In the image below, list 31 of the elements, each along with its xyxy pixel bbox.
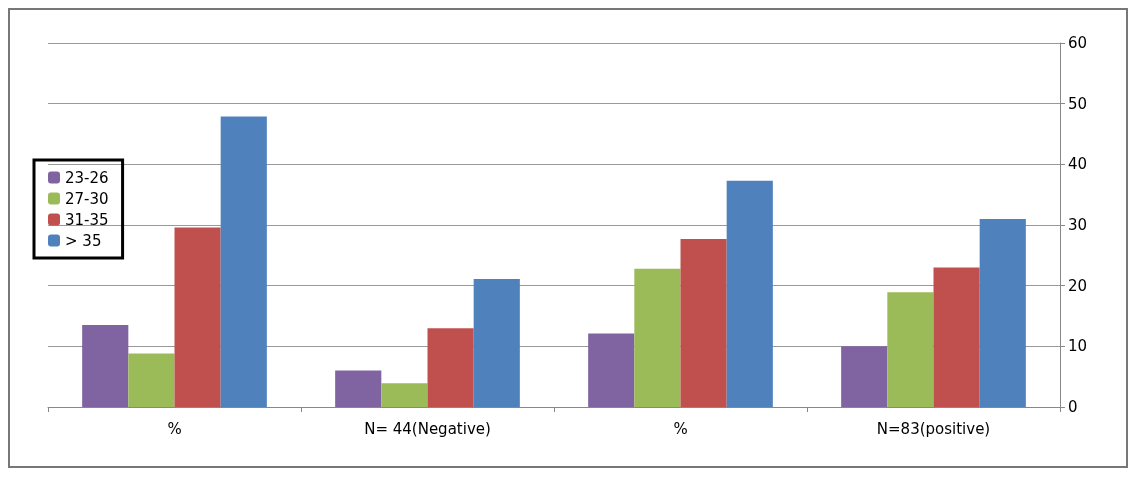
y-tick-label: 10 [1068,337,1088,356]
legend-label: > 35 [65,231,102,250]
bar [634,268,681,407]
bar [841,346,888,407]
bar [335,370,382,407]
bar [473,278,520,407]
y-tick-label: 50 [1068,94,1088,113]
y-tick-label: 30 [1068,216,1088,234]
bar [381,383,428,407]
bar [726,180,773,407]
bar [427,328,474,407]
y-tick-label: 0 [1068,398,1078,416]
bar [174,227,221,407]
legend-label: 31-35 [65,210,109,229]
bar [588,333,635,407]
bar [128,353,175,407]
bar [82,325,129,407]
x-tick-label: N=83(positive) [876,419,991,438]
y-tick-label: 20 [1068,276,1088,295]
bar [933,267,980,407]
legend-label: 23-26 [65,168,109,187]
bar [979,218,1026,407]
bar [220,116,267,407]
x-tick-label: N= 44(Negative) [364,419,491,438]
bar [887,292,934,407]
legend-label: 27-30 [65,189,109,208]
bar [680,238,727,407]
y-tick-label: 60 [1068,34,1088,52]
y-tick-label: 40 [1068,155,1088,174]
x-tick-label: % [167,419,182,438]
x-tick-label: % [673,419,688,438]
